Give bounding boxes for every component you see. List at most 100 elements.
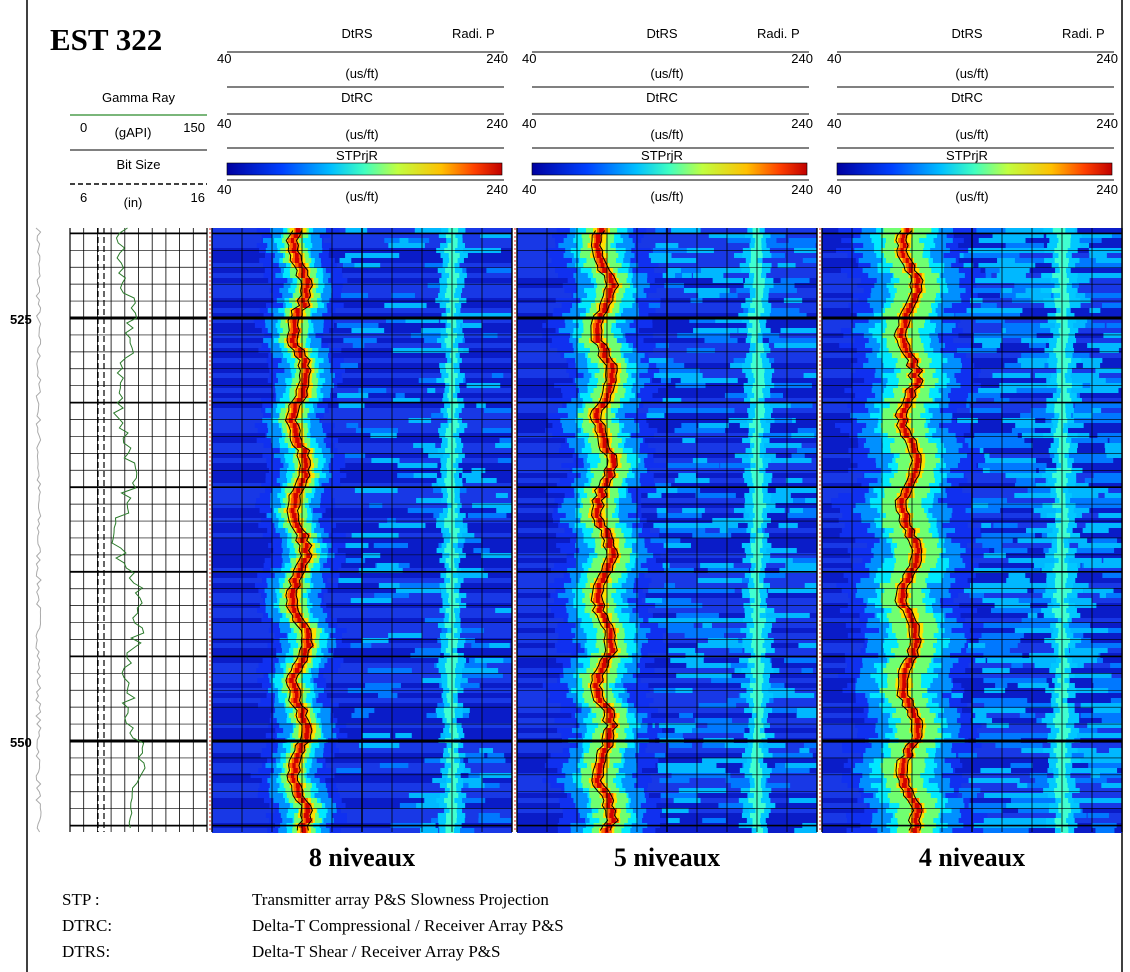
heatmap-patch [657, 768, 671, 773]
heatmap-patch [1005, 243, 1044, 248]
heatmap-band [1056, 353, 1066, 358]
heatmap-band [755, 808, 765, 813]
heatmap-band [449, 273, 460, 278]
heatmap-patch [692, 273, 724, 278]
curve-extra: Radi. P [452, 26, 495, 41]
heatmap-band [902, 673, 907, 678]
heatmap-band [900, 328, 904, 333]
heatmap-band [292, 243, 297, 248]
heatmap-patch [447, 783, 485, 788]
heatmap-patch [712, 518, 754, 523]
heatmap-band [1058, 803, 1071, 808]
heatmap-band [449, 703, 458, 708]
heatmap-band [298, 748, 303, 753]
heatmap-band [907, 753, 912, 758]
heatmap-patch [1016, 388, 1058, 393]
heatmap-patch [659, 778, 690, 783]
heatmap-patch [1027, 488, 1068, 493]
heatmap-band [749, 788, 763, 793]
heatmap-band [292, 763, 296, 768]
heatmap-band [599, 428, 604, 433]
heatmap-band [901, 253, 905, 258]
heatmap-band [610, 363, 615, 368]
heatmap-band [605, 533, 610, 538]
heatmap-band [899, 503, 904, 508]
heatmap-band [446, 288, 456, 293]
heatmap-band [1058, 528, 1067, 533]
heatmap-patch [992, 373, 1031, 378]
heatmap-patch [437, 703, 451, 708]
heatmap-patch [711, 678, 731, 683]
heatmap-band [445, 583, 455, 588]
heatmap-band [611, 283, 616, 288]
heatmap-patch [1077, 263, 1122, 268]
slowness-curve [294, 230, 314, 831]
curve-name: DtRS [646, 26, 677, 41]
heatmap-band [602, 748, 607, 753]
heatmap-patch [774, 343, 817, 348]
heatmap-band [610, 378, 615, 383]
heatmap-band [754, 598, 761, 603]
heatmap-band [295, 753, 300, 758]
heatmap-patch [486, 268, 512, 273]
heatmap-patch [1105, 448, 1122, 453]
heatmap-band [1058, 458, 1068, 463]
heatmap-patch [499, 438, 512, 443]
heatmap-band [447, 673, 456, 678]
scale-min: 40 [217, 116, 231, 131]
heatmap-patch [967, 643, 986, 648]
heatmap-band [597, 763, 603, 768]
heatmap-band [906, 698, 911, 703]
panel-caption: 4 niveaux [919, 843, 1025, 872]
heatmap-patch [798, 643, 817, 648]
heatmap-patch [468, 758, 506, 763]
heatmap-band [447, 263, 455, 268]
heatmap-patch [460, 828, 475, 833]
heatmap-patch [1069, 648, 1104, 653]
heatmap-patch [659, 808, 689, 813]
heatmap-band [1061, 463, 1068, 468]
heatmap-patch [1090, 798, 1122, 803]
heatmap-patch [461, 668, 499, 673]
heatmap-patch [1076, 323, 1105, 328]
heatmap-patch [783, 298, 803, 303]
heatmap-band [446, 343, 454, 348]
heatmap-patch [1014, 283, 1079, 288]
heatmap-patch [959, 568, 1001, 573]
heatmap-patch [1083, 318, 1093, 323]
heatmap-patch [640, 413, 665, 418]
heatmap-band [445, 268, 455, 273]
heatmap-band [911, 648, 916, 653]
heatmap-band [595, 508, 600, 513]
heatmap-patch [796, 448, 817, 453]
heatmap-band [1057, 243, 1071, 248]
heatmap-band [911, 798, 916, 803]
heatmap-patch [681, 268, 701, 273]
scale-min: 40 [217, 51, 231, 66]
heatmap-band [304, 733, 309, 738]
heatmap-patch [1001, 323, 1041, 328]
heatmap-patch [779, 568, 817, 573]
heatmap-band [901, 693, 906, 698]
heatmap-band [447, 393, 454, 398]
heatmap-band [446, 783, 457, 788]
heatmap-patch [450, 798, 486, 803]
heatmap-band [596, 598, 600, 603]
heatmap-patch [679, 523, 739, 528]
heatmap-band [595, 338, 600, 343]
heatmap-patch [973, 568, 1041, 573]
heatmap-band [595, 233, 601, 238]
curve-extra: Radi. P [1062, 26, 1105, 41]
heatmap-band [607, 733, 612, 738]
scale-min: 40 [522, 182, 536, 197]
heatmap-band [915, 543, 919, 548]
heatmap-patch [465, 478, 497, 483]
heatmap-band [600, 403, 605, 408]
heatmap-band [445, 828, 454, 833]
heatmap-patch [647, 493, 662, 498]
heatmap-patch [645, 598, 667, 603]
heatmap-patch [1036, 628, 1109, 633]
heatmap-band [907, 793, 912, 798]
heatmap-band [445, 668, 456, 673]
